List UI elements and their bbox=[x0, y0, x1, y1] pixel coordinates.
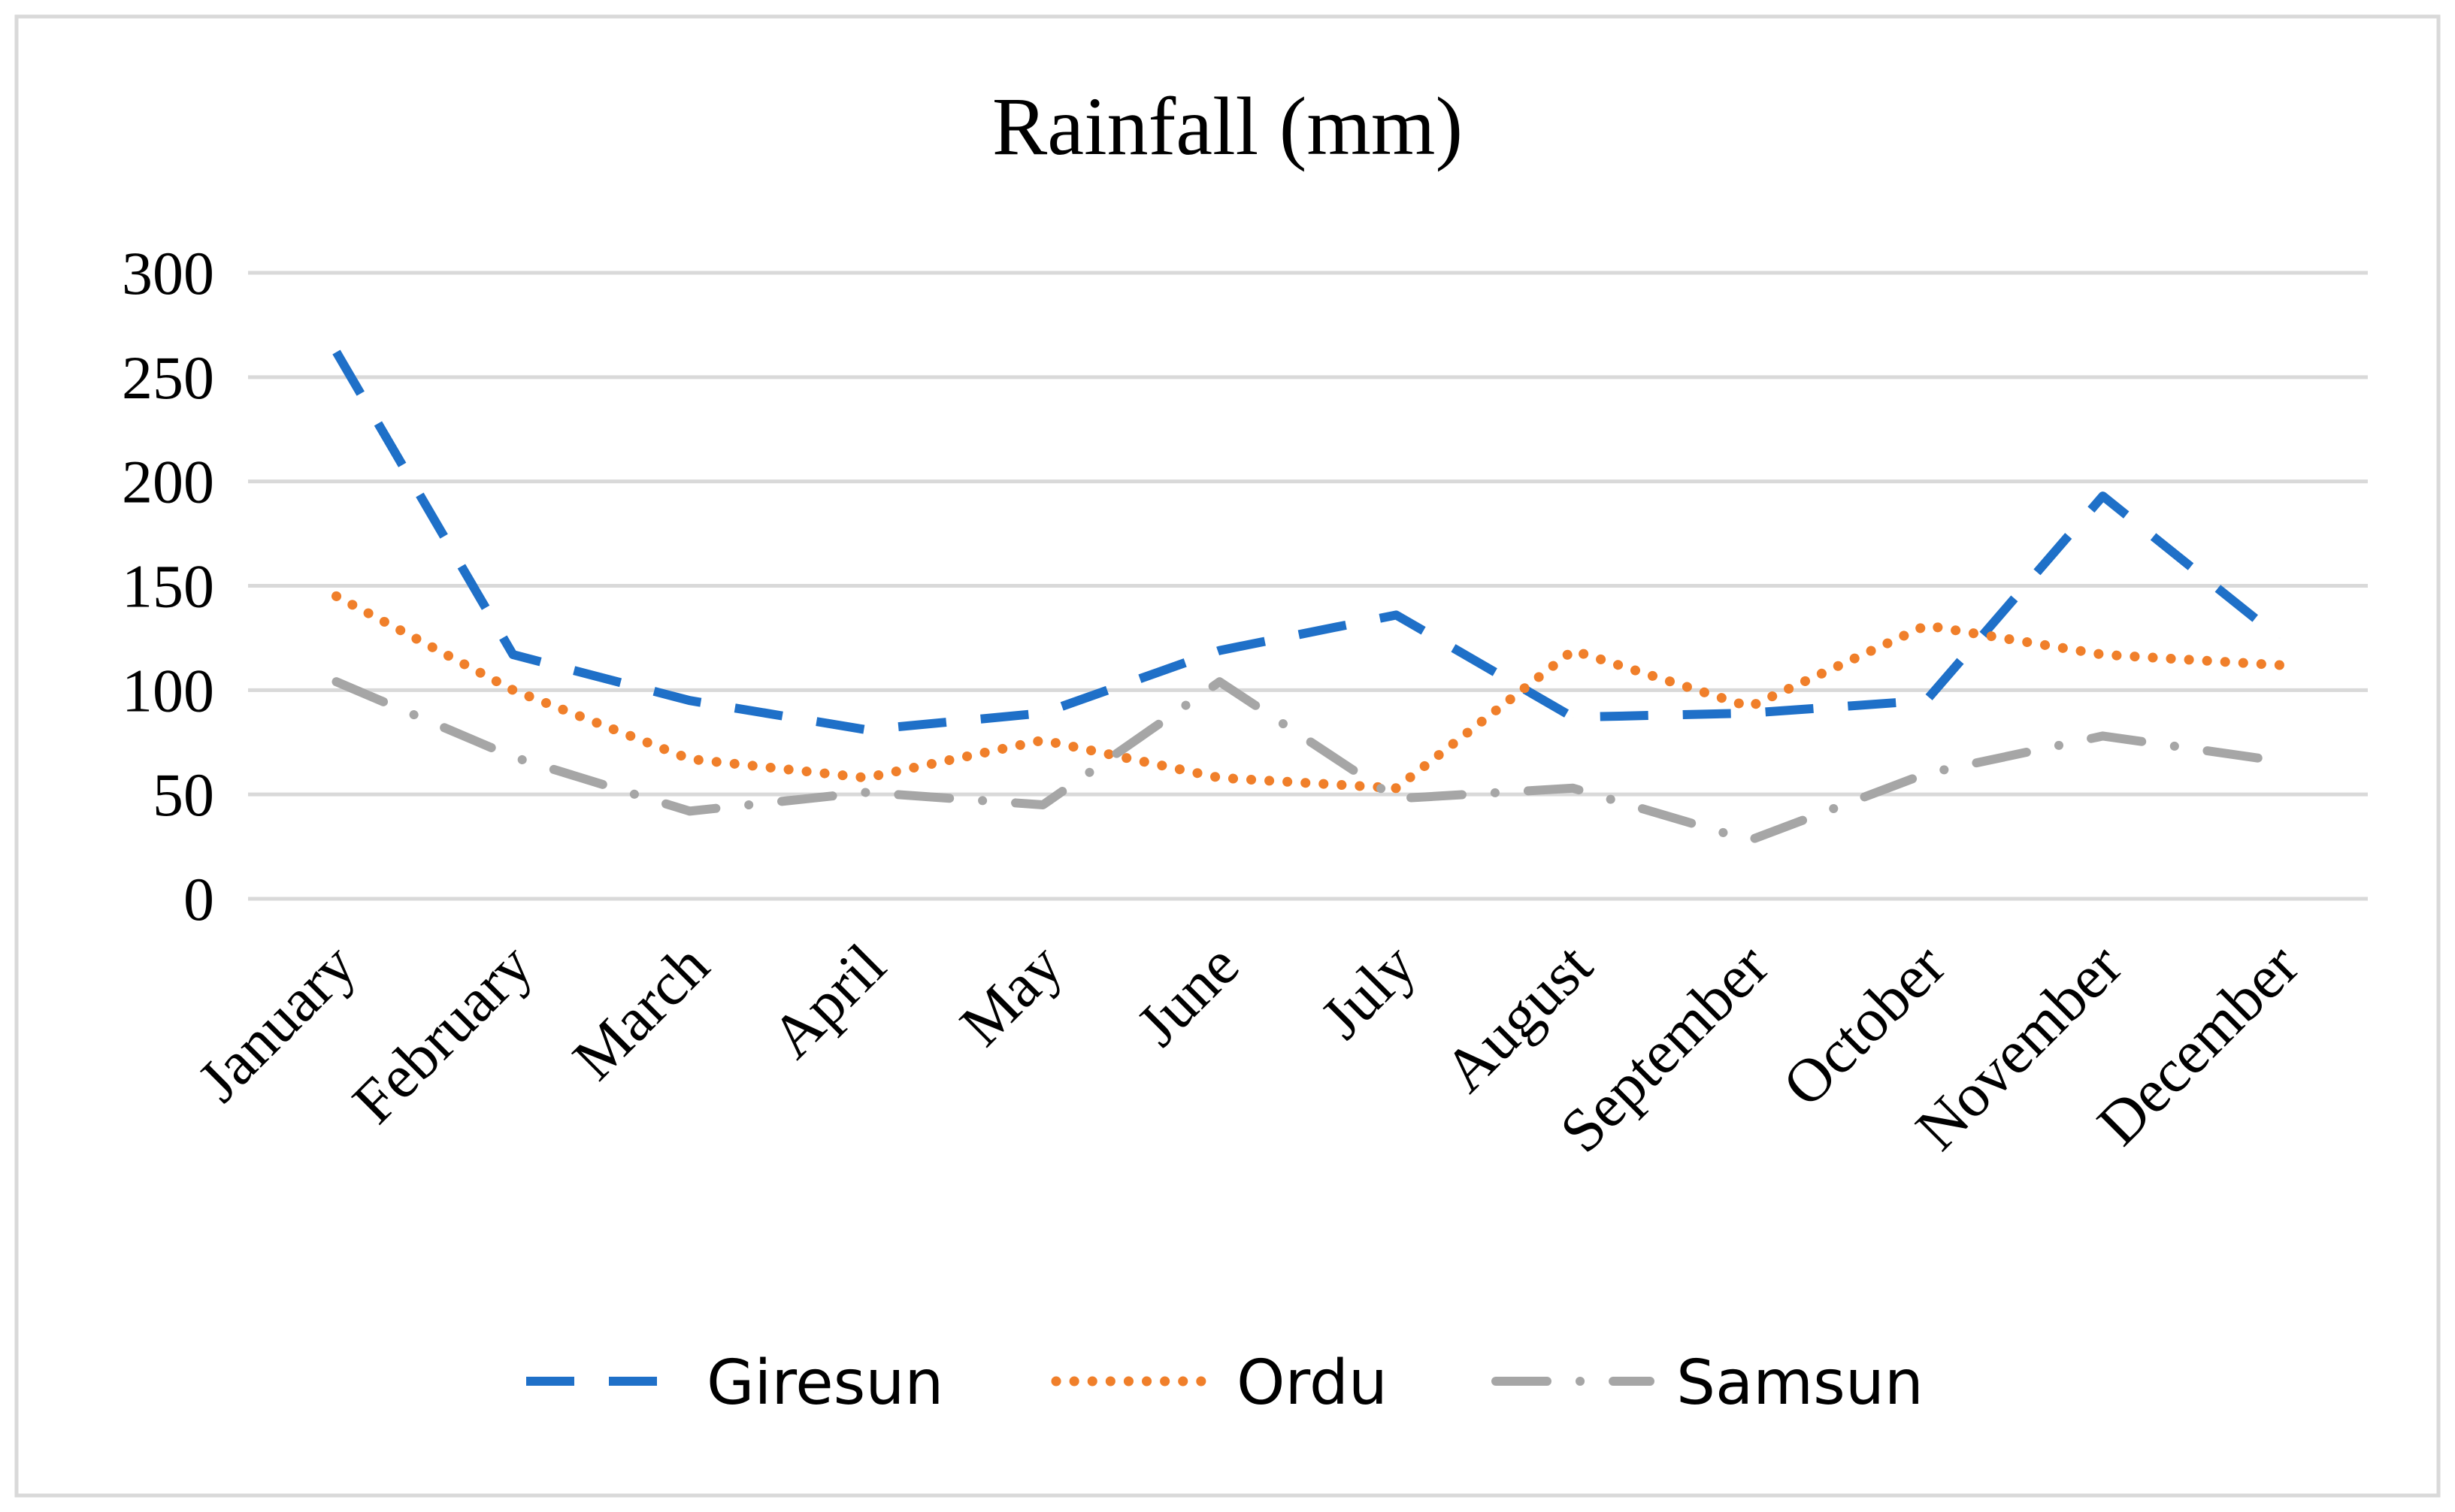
y-tick-label: 200 bbox=[122, 448, 214, 516]
chart-border bbox=[14, 14, 2441, 1498]
y-tick-label: 100 bbox=[122, 656, 214, 724]
data-point-samsun bbox=[866, 791, 867, 793]
data-point-ordu bbox=[2102, 654, 2104, 655]
y-tick-label: 0 bbox=[183, 865, 214, 933]
data-point-samsun bbox=[513, 756, 514, 758]
data-point-ordu bbox=[2279, 664, 2281, 666]
data-point-ordu bbox=[1749, 706, 1751, 708]
legend-label-samsun: Samsun bbox=[1676, 1347, 1924, 1419]
data-point-ordu bbox=[1573, 650, 1574, 652]
data-point-giresun bbox=[1219, 650, 1221, 652]
data-point-samsun bbox=[689, 810, 691, 812]
data-point-samsun bbox=[1043, 804, 1044, 806]
data-point-samsun bbox=[2102, 735, 2104, 736]
series-line-samsun bbox=[331, 677, 2284, 845]
data-point-samsun bbox=[1573, 788, 1574, 789]
y-axis-ticks: 0 50 100 150 200 250 300 bbox=[122, 239, 214, 933]
data-point-giresun bbox=[689, 700, 691, 701]
gridlines bbox=[248, 271, 2368, 901]
series-line-ordu bbox=[331, 591, 2284, 794]
data-point-ordu bbox=[1219, 777, 1221, 779]
legend-label-ordu: Ordu bbox=[1237, 1347, 1388, 1419]
data-point-giresun bbox=[1043, 712, 1044, 714]
data-point-ordu bbox=[336, 595, 338, 597]
data-point-samsun bbox=[2279, 761, 2281, 762]
data-point-ordu bbox=[1926, 624, 1927, 626]
data-point-giresun bbox=[336, 352, 338, 353]
data-point-samsun bbox=[1749, 839, 1751, 841]
data-point-samsun bbox=[1219, 681, 1221, 682]
y-tick-label: 250 bbox=[122, 343, 214, 412]
data-point-ordu bbox=[1043, 739, 1044, 741]
y-tick-label: 150 bbox=[122, 552, 214, 621]
data-point-giresun bbox=[1396, 614, 1397, 615]
y-tick-label: 50 bbox=[153, 761, 214, 829]
legend: Giresun Ordu Samsun bbox=[526, 1347, 1924, 1419]
data-point-giresun bbox=[1573, 716, 1574, 718]
data-point-giresun bbox=[866, 729, 867, 730]
series-lines bbox=[331, 349, 2284, 845]
data-point-ordu bbox=[513, 689, 514, 691]
data-point-giresun bbox=[2102, 495, 2104, 497]
data-point-samsun bbox=[1926, 773, 1927, 774]
data-point-samsun bbox=[336, 681, 338, 682]
y-tick-label: 300 bbox=[122, 239, 214, 307]
data-point-giresun bbox=[1926, 700, 1927, 701]
data-point-giresun bbox=[513, 654, 514, 655]
data-point-giresun bbox=[2279, 637, 2281, 639]
legend-label-giresun: Giresun bbox=[707, 1347, 943, 1419]
chart-title: Rainfall (mm) bbox=[992, 80, 1463, 172]
series-line-giresun bbox=[332, 349, 2283, 735]
data-point-samsun bbox=[1396, 798, 1397, 800]
data-point-giresun bbox=[1749, 712, 1751, 714]
data-point-ordu bbox=[1396, 788, 1397, 789]
data-point-ordu bbox=[689, 758, 691, 760]
data-point-ordu bbox=[866, 777, 867, 779]
